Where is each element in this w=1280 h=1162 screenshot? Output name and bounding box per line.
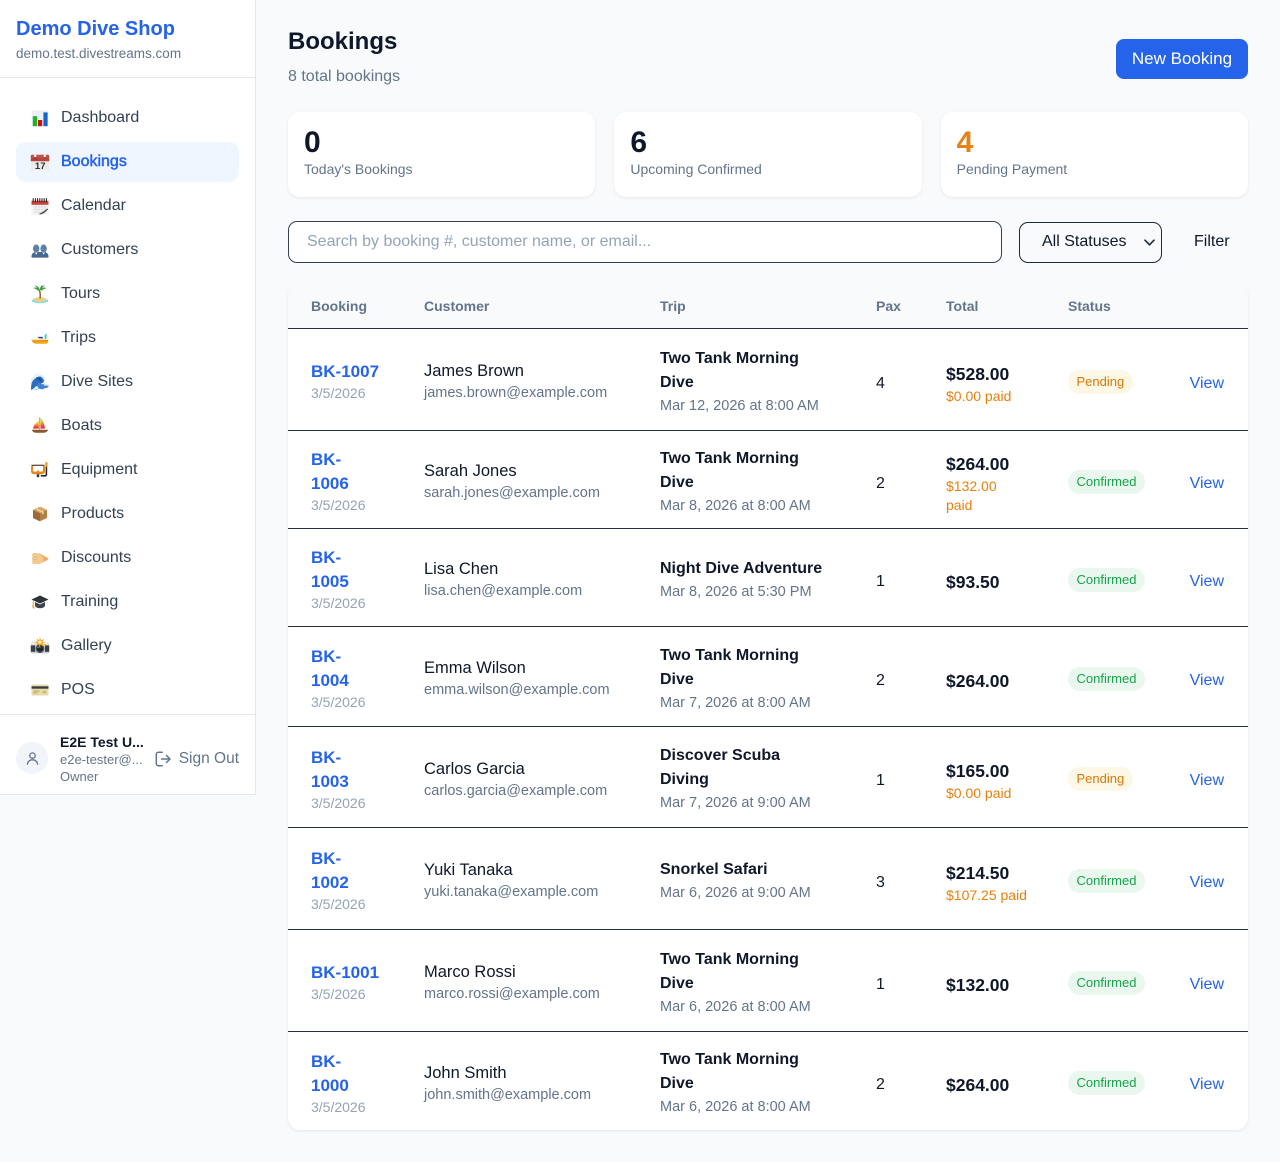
svg-text:17: 17 <box>35 161 46 172</box>
